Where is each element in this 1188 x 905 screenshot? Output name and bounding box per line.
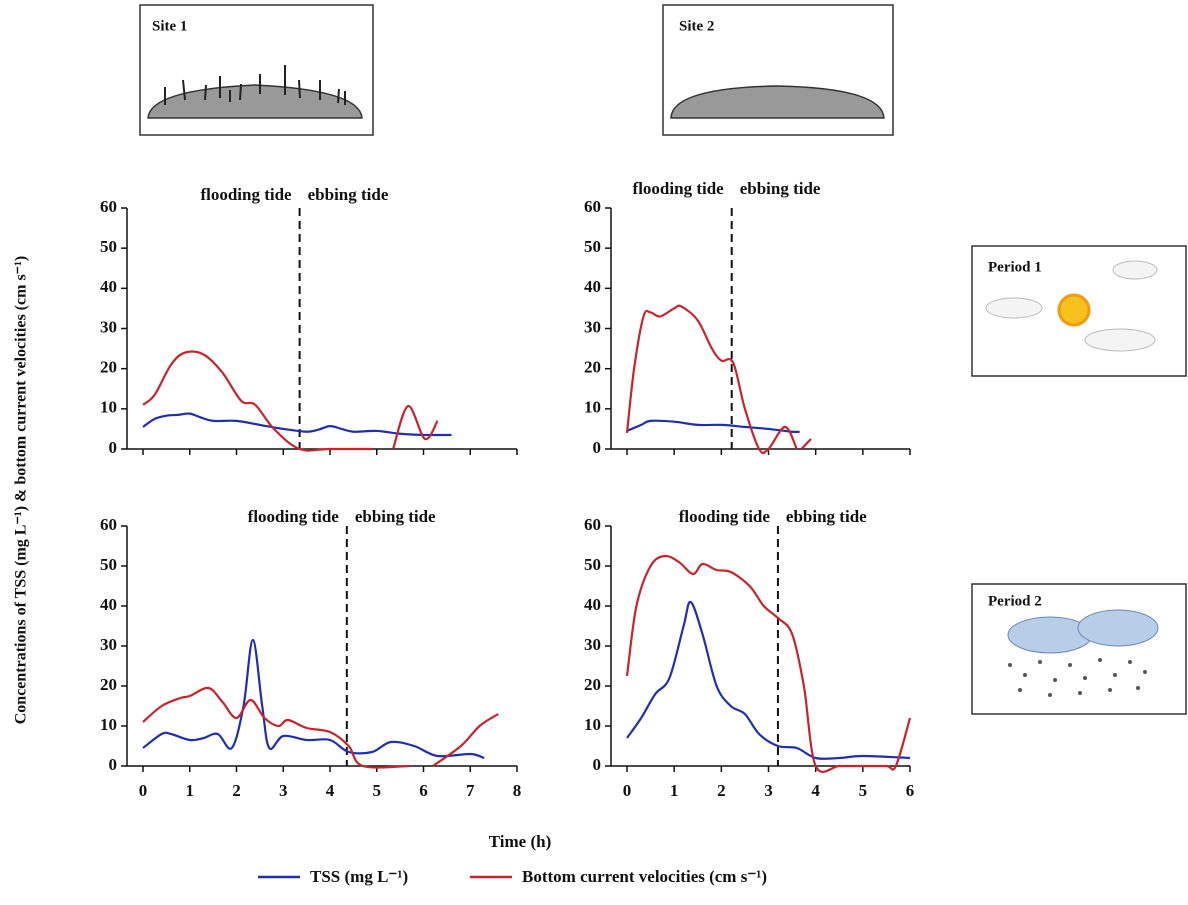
legend-label: Bottom current velocities (cm s⁻¹) bbox=[522, 867, 767, 886]
y-tick-label: 10 bbox=[100, 398, 117, 417]
x-axis-label: Time (h) bbox=[489, 832, 552, 851]
x-tick-label: 8 bbox=[513, 781, 522, 800]
series-line bbox=[626, 419, 800, 434]
x-tick-label: 0 bbox=[139, 781, 148, 800]
annotation: ebbing tide bbox=[308, 185, 389, 204]
y-tick-label: 60 bbox=[100, 197, 117, 216]
annotation: flooding tide bbox=[200, 185, 292, 204]
annotation: ebbing tide bbox=[355, 507, 436, 526]
series-line bbox=[625, 304, 798, 455]
x-tick-label: 3 bbox=[764, 781, 773, 800]
annotation: ebbing tide bbox=[786, 507, 867, 526]
y-tick-label: 50 bbox=[584, 237, 601, 256]
y-tick-label: 50 bbox=[100, 555, 117, 574]
x-tick-label: 6 bbox=[419, 781, 428, 800]
period-label: Period 1 bbox=[988, 259, 1042, 275]
annotation: flooding tide bbox=[633, 179, 725, 198]
series-line bbox=[142, 412, 452, 437]
y-tick-label: 10 bbox=[100, 715, 117, 734]
x-tick-label: 5 bbox=[859, 781, 868, 800]
rain-clouds bbox=[1007, 609, 1159, 654]
x-tick-label: 2 bbox=[717, 781, 726, 800]
series-line bbox=[626, 600, 911, 760]
y-tick-label: 40 bbox=[100, 277, 117, 296]
y-tick-label: 0 bbox=[593, 438, 602, 457]
x-tick-label: 4 bbox=[326, 781, 335, 800]
annotation: flooding tide bbox=[679, 507, 771, 526]
site-label: Site 2 bbox=[679, 18, 714, 34]
y-tick-label: 10 bbox=[584, 398, 601, 417]
series-line bbox=[800, 438, 812, 450]
legend-label: TSS (mg L⁻¹) bbox=[310, 867, 408, 886]
x-tick-label: 6 bbox=[906, 781, 915, 800]
x-tick-label: 5 bbox=[373, 781, 382, 800]
y-tick-label: 40 bbox=[584, 277, 601, 296]
y-tick-label: 20 bbox=[100, 358, 117, 377]
x-tick-label: 2 bbox=[232, 781, 241, 800]
site-mound bbox=[147, 84, 363, 119]
series-line bbox=[142, 350, 373, 452]
x-tick-label: 0 bbox=[623, 781, 632, 800]
series-line bbox=[142, 686, 410, 769]
y-tick-label: 30 bbox=[584, 635, 601, 654]
y-tick-label: 60 bbox=[584, 197, 601, 216]
y-tick-label: 0 bbox=[109, 438, 118, 457]
y-tick-label: 60 bbox=[584, 515, 601, 534]
y-tick-label: 60 bbox=[100, 515, 117, 534]
site-label: Site 1 bbox=[152, 18, 187, 34]
y-tick-label: 40 bbox=[100, 595, 117, 614]
sun bbox=[1057, 293, 1091, 327]
x-tick-label: 1 bbox=[670, 781, 679, 800]
series-line bbox=[625, 554, 912, 773]
y-tick-label: 30 bbox=[584, 317, 601, 336]
y-tick-label: 40 bbox=[584, 595, 601, 614]
y-tick-label: 30 bbox=[100, 635, 117, 654]
x-tick-label: 4 bbox=[811, 781, 820, 800]
period-label: Period 2 bbox=[988, 593, 1042, 609]
clouds bbox=[985, 260, 1158, 352]
y-tick-label: 0 bbox=[593, 755, 602, 774]
site-mound bbox=[670, 85, 885, 119]
y-tick-label: 0 bbox=[109, 755, 118, 774]
series-line bbox=[432, 713, 499, 767]
series-line bbox=[142, 638, 485, 760]
x-tick-label: 1 bbox=[186, 781, 195, 800]
y-tick-label: 50 bbox=[584, 555, 601, 574]
y-tick-label: 50 bbox=[100, 237, 117, 256]
y-tick-label: 20 bbox=[584, 358, 601, 377]
annotation: flooding tide bbox=[248, 507, 340, 526]
y-tick-label: 30 bbox=[100, 317, 117, 336]
y-tick-label: 10 bbox=[584, 715, 601, 734]
y-tick-label: 20 bbox=[584, 675, 601, 694]
y-axis-label: Concentrations of TSS (mg L⁻¹) & bottom … bbox=[13, 256, 30, 725]
x-tick-label: 3 bbox=[279, 781, 288, 800]
y-tick-label: 20 bbox=[100, 675, 117, 694]
vegetation bbox=[164, 65, 346, 105]
rain bbox=[1008, 658, 1147, 697]
series-line bbox=[392, 404, 439, 450]
annotation: ebbing tide bbox=[740, 179, 821, 198]
x-tick-label: 7 bbox=[466, 781, 475, 800]
